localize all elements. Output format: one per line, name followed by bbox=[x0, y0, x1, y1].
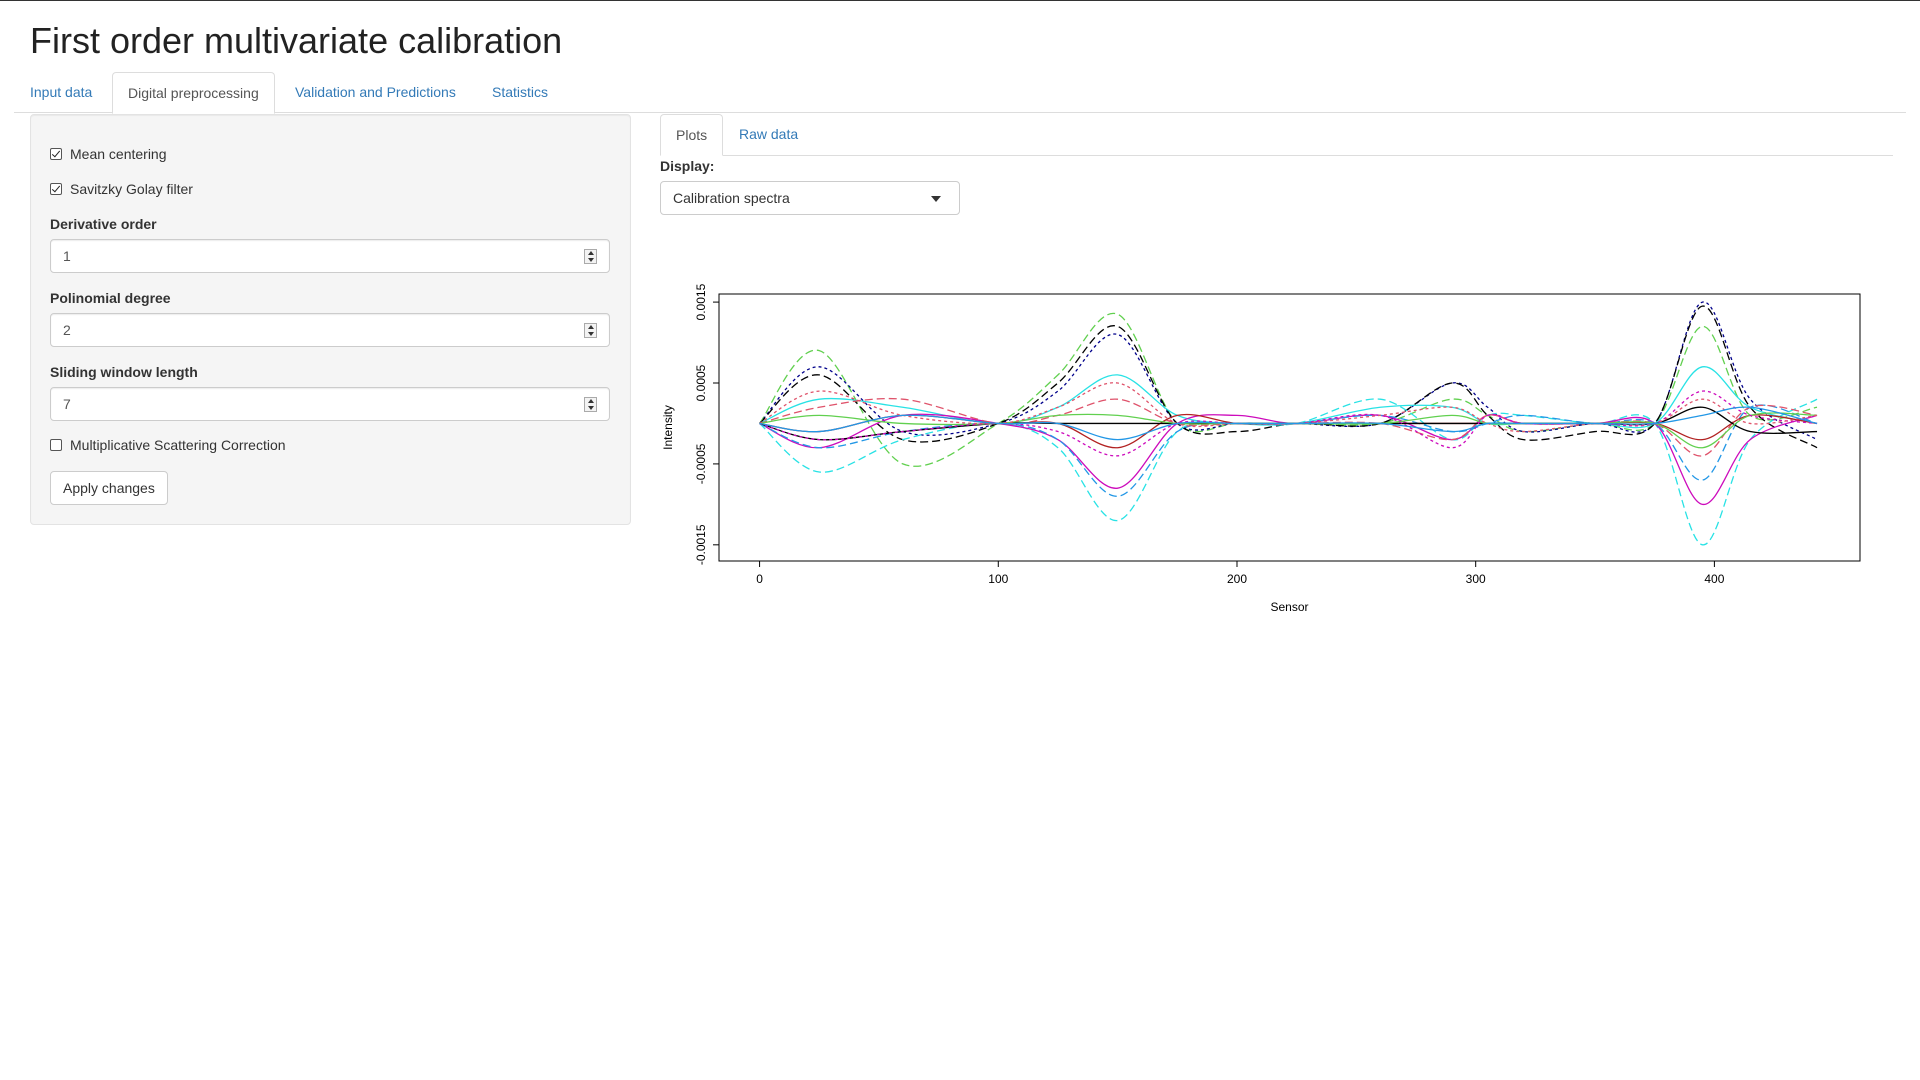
display-label: Display: bbox=[660, 158, 715, 174]
display-selected-value: Calibration spectra bbox=[673, 190, 790, 206]
window-length-spinner[interactable] bbox=[584, 397, 597, 412]
series-line-1 bbox=[759, 312, 1818, 467]
series-line-11 bbox=[759, 412, 1818, 449]
page-title: First order multivariate calibration bbox=[30, 20, 563, 61]
window-length-label: Sliding window length bbox=[50, 364, 198, 380]
spectra-plot-svg: 0 100 200 300 400 -0.0015 -0.0005 0.0005 0.0015 S… bbox=[661, 283, 1861, 614]
msc-row[interactable]: Multiplicative Scattering Correction bbox=[50, 437, 286, 453]
window-length-input[interactable]: 7 bbox=[50, 387, 610, 421]
x-tick-label: 200 bbox=[1227, 572, 1247, 586]
x-tick-label: 0 bbox=[756, 572, 763, 586]
msc-label: Multiplicative Scattering Correction bbox=[70, 437, 286, 453]
spectra-plot: 0 100 200 300 400 -0.0015 -0.0005 0.0005 0.0015 S… bbox=[660, 271, 1900, 631]
series-line-6 bbox=[759, 413, 1818, 506]
tab-input-data[interactable]: Input data bbox=[30, 84, 93, 100]
x-tick-label: 400 bbox=[1704, 572, 1724, 586]
plot-frame bbox=[718, 293, 1861, 562]
x-tick-label: 100 bbox=[988, 572, 1008, 586]
series-line-7 bbox=[759, 404, 1818, 497]
x-tick-label: 300 bbox=[1466, 572, 1486, 586]
tab-validation-and-predictions[interactable]: Validation and Predictions bbox=[295, 84, 456, 100]
y-tick-label: -0.0005 bbox=[694, 443, 708, 484]
savitzky-golay-row[interactable]: Savitzky Golay filter bbox=[50, 181, 193, 197]
polynomial-degree-spinner[interactable] bbox=[584, 323, 597, 338]
derivative-order-value: 1 bbox=[63, 248, 71, 264]
display-select[interactable]: Calibration spectra bbox=[660, 181, 960, 215]
savitzky-golay-label: Savitzky Golay filter bbox=[70, 181, 193, 197]
polynomial-degree-input[interactable]: 2 bbox=[50, 313, 610, 347]
mean-centering-row[interactable]: Mean centering bbox=[50, 146, 167, 162]
y-tick-label: 0.0005 bbox=[694, 364, 708, 401]
output-tabs: Plots Raw data bbox=[660, 114, 1893, 156]
window-length-value: 7 bbox=[63, 396, 71, 412]
main-tabs: Input data Digital preprocessing Validat… bbox=[14, 72, 1906, 114]
y-tick-label: 0.0015 bbox=[694, 283, 708, 320]
tab-plots[interactable]: Plots bbox=[660, 114, 724, 156]
mean-centering-checkbox[interactable] bbox=[50, 148, 62, 160]
y-tick-label: -0.0015 bbox=[694, 524, 708, 565]
derivative-order-spinner[interactable] bbox=[584, 249, 597, 264]
y-axis-title: Intensity bbox=[661, 405, 675, 450]
mean-centering-label: Mean centering bbox=[70, 146, 167, 162]
chevron-down-icon bbox=[931, 196, 941, 202]
series-line-3 bbox=[759, 305, 1818, 449]
x-axis-title: Sensor bbox=[1270, 600, 1308, 614]
series-line-14 bbox=[759, 406, 1818, 441]
tab-raw-data[interactable]: Raw data bbox=[739, 126, 799, 142]
derivative-order-input[interactable]: 1 bbox=[50, 239, 610, 273]
apply-changes-button[interactable]: Apply changes bbox=[50, 471, 168, 505]
polynomial-degree-value: 2 bbox=[63, 322, 71, 338]
savitzky-golay-checkbox[interactable] bbox=[50, 183, 62, 195]
polynomial-degree-label: Polinomial degree bbox=[50, 290, 171, 306]
tab-digital-preprocessing[interactable]: Digital preprocessing bbox=[112, 72, 275, 114]
derivative-order-label: Derivative order bbox=[50, 216, 157, 232]
preprocessing-sidebar: Mean centering Savitzky Golay filter Der… bbox=[30, 114, 631, 525]
series-line-5 bbox=[759, 398, 1818, 546]
msc-checkbox[interactable] bbox=[50, 439, 62, 451]
tab-statistics[interactable]: Statistics bbox=[492, 84, 549, 100]
